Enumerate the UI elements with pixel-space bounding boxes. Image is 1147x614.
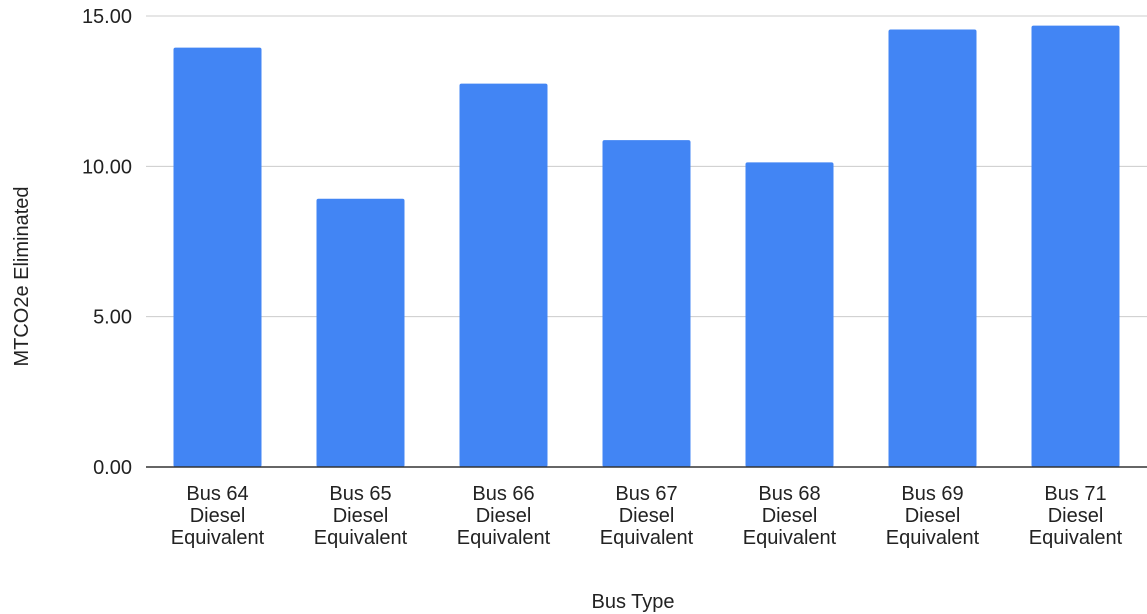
x-category-label-line: Bus 71 xyxy=(1044,483,1106,505)
bar xyxy=(602,140,691,467)
x-category-label: Bus 64 Diesel Equivalent xyxy=(171,483,265,549)
bar xyxy=(316,198,405,467)
x-category-label-line: Diesel xyxy=(333,505,389,527)
x-category-label: Bus 71 Diesel Equivalent xyxy=(1029,483,1123,549)
x-category-label-line: Equivalent xyxy=(886,527,980,549)
x-category-label-line: Diesel xyxy=(905,505,961,527)
y-tick-label: 15.00 xyxy=(82,6,132,28)
x-category-label: Bus 69 Diesel Equivalent xyxy=(886,483,980,549)
x-category-label: Bus 66 Diesel Equivalent xyxy=(457,483,551,549)
bar xyxy=(173,47,262,467)
y-axis-ticks: 0.00 5.00 10.00 15.00 xyxy=(82,6,132,479)
x-category-label-line: Diesel xyxy=(190,505,246,527)
x-axis-title: Bus Type xyxy=(591,591,674,613)
bar xyxy=(745,162,834,467)
bars xyxy=(173,25,1120,468)
x-category-label: Bus 68 Diesel Equivalent xyxy=(743,483,837,549)
x-category-label-line: Equivalent xyxy=(457,527,551,549)
x-category-label-line: Bus 64 xyxy=(186,483,248,505)
x-category-label-line: Equivalent xyxy=(171,527,265,549)
x-category-label-line: Bus 69 xyxy=(901,483,963,505)
x-category-label: Bus 65 Diesel Equivalent xyxy=(314,483,408,549)
x-category-label-line: Equivalent xyxy=(600,527,694,549)
bar xyxy=(459,83,548,468)
x-category-label-line: Diesel xyxy=(762,505,818,527)
x-category-label-line: Bus 67 xyxy=(615,483,677,505)
bar xyxy=(1031,25,1120,467)
y-tick-label: 0.00 xyxy=(93,457,132,479)
bar xyxy=(888,29,977,468)
y-axis-title: MTCO2e Eliminated xyxy=(11,186,33,366)
x-category-label-line: Diesel xyxy=(619,505,675,527)
x-category-label-line: Diesel xyxy=(476,505,532,527)
x-category-label-line: Equivalent xyxy=(314,527,408,549)
x-category-label-line: Bus 66 xyxy=(472,483,534,505)
y-tick-label: 5.00 xyxy=(93,307,132,329)
x-category-label-line: Diesel xyxy=(1048,505,1104,527)
x-category-label-line: Bus 65 xyxy=(329,483,391,505)
x-category-label: Bus 67 Diesel Equivalent xyxy=(600,483,694,549)
x-category-label-line: Equivalent xyxy=(1029,527,1123,549)
y-tick-label: 10.00 xyxy=(82,156,132,178)
x-category-label-line: Equivalent xyxy=(743,527,837,549)
x-category-label-line: Bus 68 xyxy=(758,483,820,505)
